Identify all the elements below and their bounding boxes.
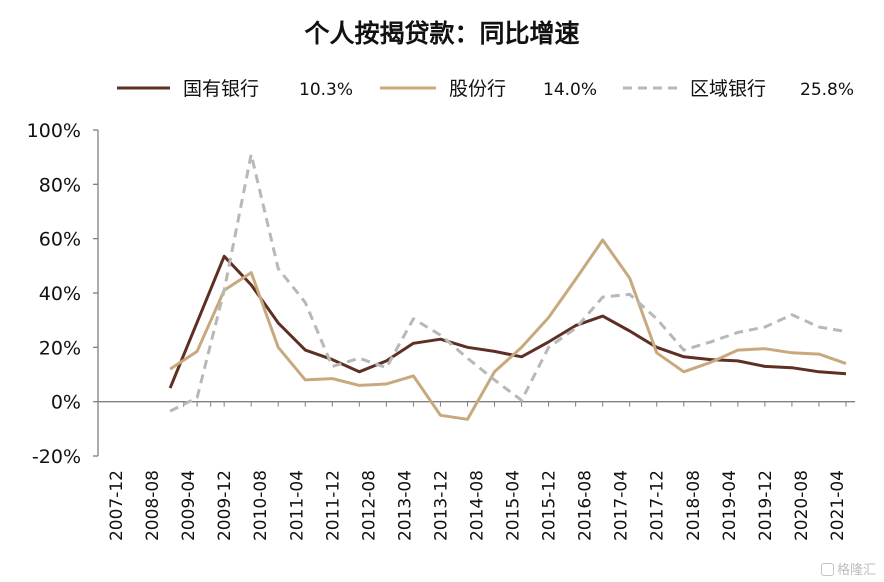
x-tick-label: 2019-04: [720, 470, 740, 541]
series-line-3: [169, 152, 847, 413]
x-tick-label: 2009-04: [179, 470, 199, 541]
x-tick-label: 2012-08: [359, 470, 379, 541]
x-tick-label: 2010-08: [251, 470, 271, 541]
legend-label-2: 股份行: [449, 78, 506, 100]
logo-icon: [820, 563, 834, 576]
y-tick-label: 40%: [39, 283, 81, 305]
x-tick-label: 2013-04: [395, 470, 415, 541]
x-tick-label: 2019-12: [756, 470, 776, 541]
y-tick-label: 100%: [27, 120, 81, 142]
axes: 100% 80% 60% 40% 20% 0% -20% 2007-12 2008-08 2009…: [27, 120, 855, 541]
series-line-1: [168, 254, 847, 389]
legend-value-2: 14.0%: [543, 80, 597, 100]
watermark: 格隆汇: [820, 559, 876, 578]
y-tick-label: 20%: [39, 337, 81, 359]
legend-value-3: 25.8%: [800, 80, 854, 100]
x-tick-label: 2011-12: [323, 470, 343, 541]
x-tick-label: 2015-04: [504, 470, 524, 541]
y-tick-label: 0%: [51, 392, 81, 414]
x-tick-label: 2020-08: [792, 470, 812, 541]
x-tick-label: 2007-12: [107, 470, 127, 541]
legend: 国有银行 10.3% 股份行 14.0% 区域银行 25.8%: [117, 78, 854, 100]
legend-label-3: 区域银行: [690, 78, 766, 100]
watermark-text: 格隆汇: [836, 563, 876, 578]
chart-title: 个人按揭贷款：同比增速: [304, 19, 580, 48]
x-tick-label: 2008-08: [143, 470, 163, 541]
legend-value-1: 10.3%: [299, 80, 353, 100]
x-tick-label: 2017-12: [648, 470, 668, 541]
y-tick-label: 60%: [39, 229, 81, 251]
series-line-2: [169, 238, 847, 421]
x-tick-label: 2016-08: [576, 470, 596, 541]
y-tick-label: -20%: [32, 446, 81, 468]
x-tick-label: 2013-12: [431, 470, 451, 541]
legend-label-1: 国有银行: [183, 78, 259, 100]
y-tick-label: 80%: [39, 174, 81, 196]
x-tick-label: 2015-12: [540, 470, 560, 541]
x-tick-label: 2017-04: [612, 470, 632, 541]
x-tick-label: 2021-04: [828, 470, 848, 541]
x-tick-label: 2009-12: [215, 470, 235, 541]
x-tick-label: 2014-08: [468, 470, 488, 541]
x-tick-label: 2018-08: [684, 470, 704, 541]
x-tick-label: 2011-04: [287, 470, 307, 541]
series-layer: [168, 152, 847, 421]
